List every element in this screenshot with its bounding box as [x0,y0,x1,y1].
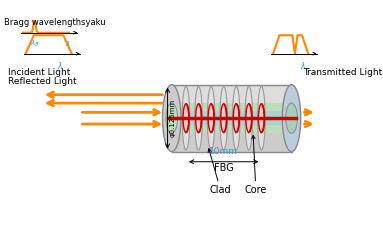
Text: Transmitted Light: Transmitted Light [303,68,383,77]
Text: FBG: FBG [214,163,234,173]
Ellipse shape [221,104,227,132]
Ellipse shape [232,86,240,150]
Ellipse shape [195,86,202,150]
Bar [172,103,291,133]
Ellipse shape [286,103,298,133]
Text: $\lambda_B$: $\lambda_B$ [30,39,39,49]
Text: Incident Light: Incident Light [8,68,71,77]
Ellipse shape [246,104,252,132]
Ellipse shape [220,86,228,150]
Text: $\lambda$: $\lambda$ [300,59,306,70]
Ellipse shape [183,104,189,132]
Text: Reflected Light: Reflected Light [8,77,77,86]
Text: φ0.125mm: φ0.125mm [170,99,176,137]
Text: Core: Core [244,185,267,195]
Text: $\lambda$: $\lambda$ [65,39,70,47]
Ellipse shape [182,86,190,150]
Ellipse shape [196,104,201,132]
Text: Bragg wavelengthsyaku: Bragg wavelengthsyaku [4,18,106,27]
Text: $\lambda$: $\lambda$ [57,59,63,70]
Ellipse shape [259,104,264,132]
Bar [172,85,291,152]
Ellipse shape [233,104,239,132]
Text: 10mm: 10mm [209,147,238,156]
Bar [172,111,291,125]
Ellipse shape [258,86,265,150]
Ellipse shape [245,86,253,150]
Ellipse shape [207,86,215,150]
Bar [172,85,291,118]
Ellipse shape [166,103,178,133]
Text: Clad: Clad [210,185,231,195]
Ellipse shape [162,85,181,152]
Ellipse shape [282,85,301,152]
Ellipse shape [208,104,214,132]
